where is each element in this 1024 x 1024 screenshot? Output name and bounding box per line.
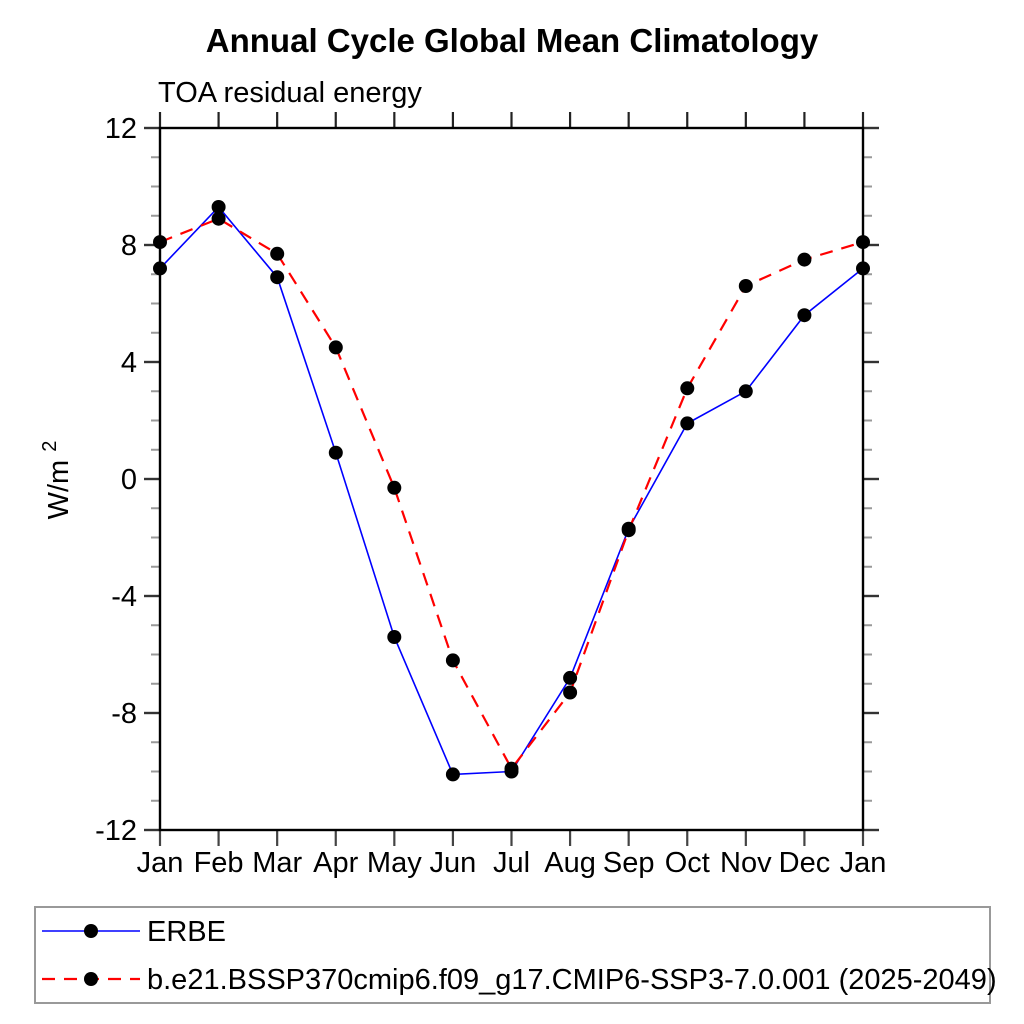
legend-label-model: b.e21.BSSP370cmip6.f09_g17.CMIP6-SSP3-7.…	[147, 964, 997, 996]
data-point-marker-model	[797, 252, 812, 267]
y-axis-label: W/m 2	[39, 441, 75, 520]
data-point-marker-erbe	[738, 384, 753, 399]
y-axis-label-exponent: 2	[39, 441, 61, 452]
x-tick-label: Feb	[194, 847, 244, 879]
y-tick-label: 4	[121, 347, 137, 379]
data-point-marker-model	[856, 235, 870, 250]
x-tick-label: Aug	[544, 847, 596, 879]
y-tick-label: 8	[121, 230, 137, 262]
data-point-marker-erbe	[680, 416, 695, 431]
x-tick-label: Mar	[252, 847, 302, 879]
y-tick-label: 12	[105, 113, 137, 145]
data-point-marker-erbe	[328, 445, 343, 460]
data-point-marker-erbe	[445, 767, 460, 782]
legend-marker-dot-icon	[84, 924, 98, 938]
x-tick-label: Nov	[720, 847, 772, 879]
data-point-marker-model	[504, 761, 519, 776]
data-point-marker-erbe	[270, 270, 285, 285]
chart-subtitle: TOA residual energy	[158, 77, 422, 109]
data-point-marker-model	[680, 381, 695, 396]
data-point-marker-erbe	[563, 670, 578, 685]
data-point-marker-model	[445, 653, 460, 668]
plot-frame	[158, 126, 865, 832]
data-point-marker-erbe	[797, 308, 812, 323]
y-axis-label-base: W/m	[43, 460, 75, 520]
data-point-marker-model	[211, 211, 226, 226]
data-point-marker-erbe	[856, 261, 870, 276]
legend-box	[34, 906, 991, 1004]
y-tick-label: -12	[95, 815, 137, 847]
data-point-marker-erbe	[153, 261, 167, 276]
data-point-marker-erbe	[387, 630, 402, 644]
x-tick-label: Apr	[313, 847, 358, 879]
data-point-marker-model	[153, 235, 167, 250]
x-tick-label: Oct	[665, 847, 710, 879]
page-title: Annual Cycle Global Mean Climatology	[206, 22, 819, 59]
legend: ERBE b.e21.BSSP370cmip6.f09_g17.CMIP6-SS…	[34, 906, 997, 1004]
y-tick-label: -4	[111, 581, 137, 613]
data-point-marker-model	[738, 279, 753, 293]
series-line-erbe	[159, 205, 864, 776]
x-tick-label: Sep	[603, 847, 655, 879]
legend-label-erbe: ERBE	[147, 916, 226, 948]
data-point-marker-model	[270, 246, 285, 261]
legend-marker-dot-icon	[84, 972, 98, 986]
x-tick-label: Jul	[493, 847, 530, 879]
data-point-marker-erbe	[211, 200, 226, 214]
data-point-marker-model	[563, 685, 578, 700]
x-tick-label: Jun	[430, 847, 477, 879]
x-tick-label: May	[367, 847, 422, 879]
x-tick-label: Jan	[840, 847, 887, 879]
data-point-marker-model	[621, 523, 636, 538]
legend-entry-erbe: ERBE	[42, 916, 226, 948]
legend-entry-model: b.e21.BSSP370cmip6.f09_g17.CMIP6-SSP3-7.…	[42, 964, 997, 996]
x-tick-label: Dec	[779, 847, 831, 879]
data-point-marker-model	[328, 340, 343, 355]
x-tick-label: Jan	[137, 847, 184, 879]
data-point-marker-model	[387, 480, 402, 495]
plot-area: -12 -8 -4 0 4 8 12 Jan Feb Mar Apr May Jun Jul Aug Sep O…	[95, 112, 886, 879]
y-tick-label: 0	[121, 464, 137, 496]
y-tick-label: -8	[111, 698, 137, 730]
series-line-model	[159, 217, 864, 771]
